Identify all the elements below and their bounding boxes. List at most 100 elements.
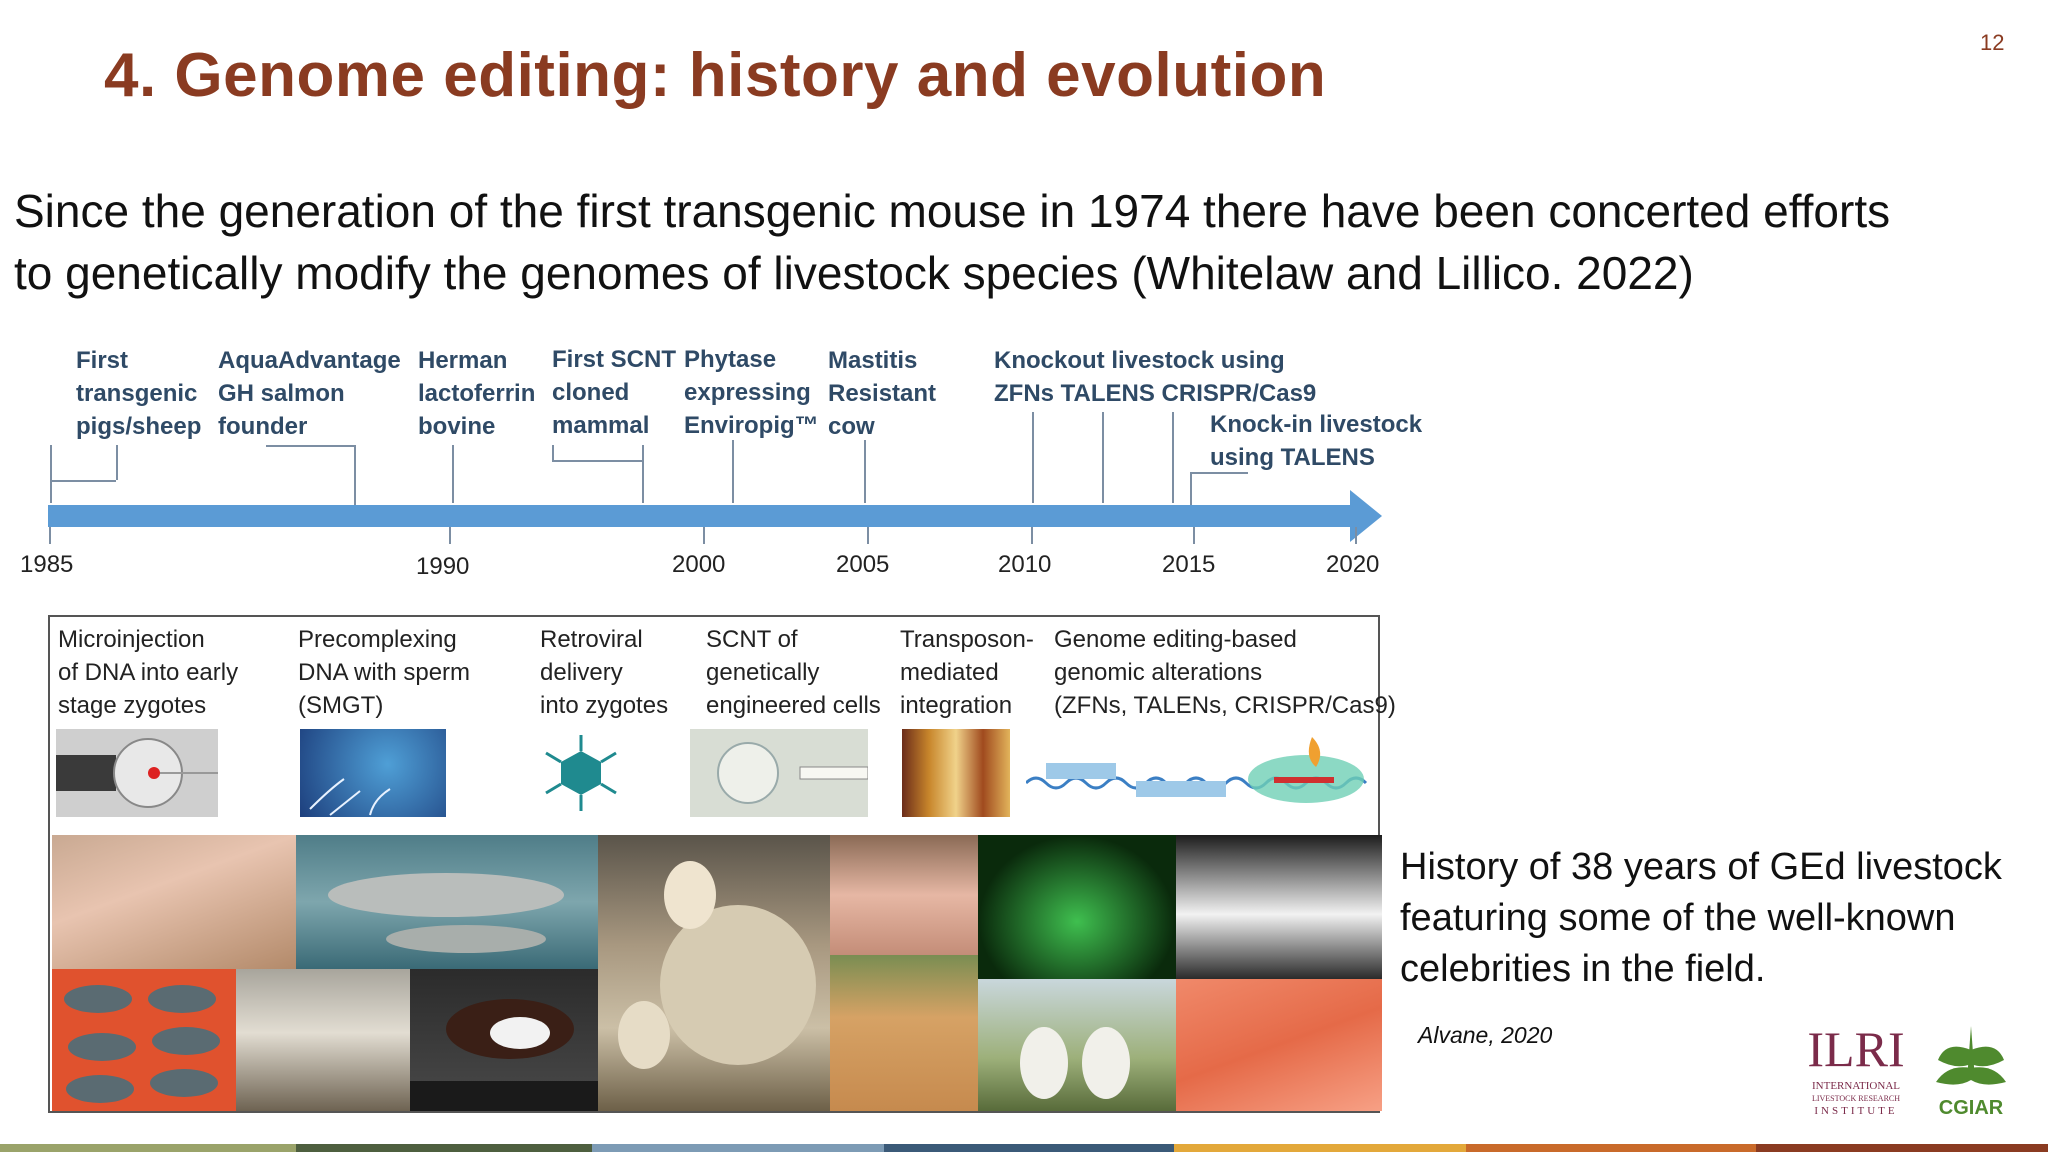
target-site	[1274, 777, 1334, 783]
sperm-image	[300, 729, 446, 817]
event-line: Resistant	[828, 380, 937, 407]
salmon-fillet-photo	[1176, 979, 1382, 1111]
event-line: ZFNs TALENS CRISPR/Cas9	[994, 380, 1317, 407]
fish-group	[64, 985, 220, 1103]
event-line: First SCNT	[552, 346, 677, 373]
leaf	[1936, 1067, 1971, 1085]
method-line: integration	[900, 692, 1013, 719]
pipette	[56, 755, 116, 791]
footer-bar-segment	[0, 1144, 296, 1152]
cgiar-logo: CGIAR	[1936, 1026, 2006, 1119]
timeline-event-7: Knockout livestock using ZFNs TALENS CRI…	[994, 344, 1316, 410]
dna-drawing	[1026, 737, 1368, 803]
method-line: into zygotes	[540, 692, 669, 719]
year-label: 2020	[1326, 551, 1380, 578]
method-line: DNA with sperm	[298, 659, 471, 686]
arrow-shaft	[48, 505, 1358, 527]
leader-line	[1172, 412, 1174, 503]
timeline-event-8: Knock-in livestock using TALENS	[1210, 408, 1422, 474]
intro-line: to genetically modify the genomes of liv…	[14, 247, 1694, 299]
calf-photo	[830, 955, 978, 1111]
footer-bar-segment	[296, 1144, 592, 1152]
micropipette	[799, 766, 868, 780]
leaf	[1971, 1046, 2004, 1067]
year-label: 2005	[836, 551, 890, 578]
capsid	[561, 751, 601, 795]
event-line: mammal	[552, 412, 650, 439]
goats-photo	[236, 969, 410, 1111]
sperm-drawing	[309, 778, 391, 816]
year-label: 2015	[1162, 551, 1216, 578]
method-line: mediated	[900, 659, 999, 686]
ilri-logo-subtext: INSTITUTE	[1814, 1105, 1897, 1117]
fish	[150, 1069, 218, 1097]
sperm-tail	[329, 790, 361, 816]
fish	[148, 985, 216, 1013]
display-floor	[410, 1081, 598, 1111]
leader-line	[266, 445, 356, 505]
year-label: 1990	[416, 553, 470, 580]
event-line: Knock-in livestock	[1210, 411, 1423, 438]
cow-face-photo	[1176, 835, 1382, 979]
method-line: stage zygotes	[58, 692, 207, 719]
method-retroviral: Retroviral delivery into zygotes	[540, 623, 668, 722]
timeline-arrow	[48, 490, 1382, 544]
method-line: Retroviral	[540, 626, 643, 653]
fish	[152, 1027, 220, 1055]
spike	[545, 782, 562, 795]
methods-panel: Microinjection of DNA into early stage z…	[48, 615, 1396, 1113]
guide-rna	[1308, 737, 1321, 767]
cattle-drawing	[1020, 1027, 1130, 1099]
lamb-body	[618, 1001, 670, 1069]
nucleus	[148, 767, 160, 779]
sperm-tail	[369, 788, 391, 816]
spike	[600, 782, 617, 795]
method-line: genomic alterations	[1054, 659, 1263, 686]
salmon-body	[328, 873, 564, 917]
method-line: SCNT of	[706, 626, 798, 653]
bull-drawing	[410, 999, 598, 1111]
event-line: Herman	[418, 347, 508, 374]
method-genome-editing: Genome editing-based genomic alterations…	[1054, 623, 1396, 722]
ilri-logo-subtext: INTERNATIONAL	[1812, 1080, 1900, 1092]
cattle-rear-photo	[978, 979, 1176, 1111]
method-line: (ZFNs, TALENs, CRISPR/Cas9)	[1054, 692, 1396, 719]
glowing-chicks-photo	[978, 835, 1176, 979]
sheep-drawing	[618, 861, 816, 1069]
year-ticks	[49, 527, 1357, 544]
ilri-logo-text: ILRI	[1808, 1021, 1904, 1077]
spike	[545, 751, 562, 764]
scnt-image	[690, 729, 868, 817]
event-line: Phytase	[684, 346, 777, 373]
arrow-head	[1350, 490, 1382, 542]
caption-line: celebrities in the field.	[1400, 948, 1766, 990]
leader-line	[50, 445, 118, 503]
year-label: 2010	[998, 551, 1052, 578]
fish	[68, 1033, 136, 1061]
event-line: Enviropig™	[684, 412, 819, 439]
zfn-protein	[1046, 763, 1116, 779]
event-line: AquaAdvantage	[218, 347, 401, 374]
caption-line: featuring some of the well-known	[1400, 897, 1956, 939]
timeline-event-2: AquaAdvantage GH salmon founder	[218, 344, 401, 443]
timeline-event-6: Mastitis Resistant cow	[828, 344, 936, 443]
microinjection-image	[56, 729, 218, 817]
salmon-photo	[296, 835, 598, 969]
leader-line	[116, 445, 118, 480]
event-line: founder	[218, 413, 308, 440]
cgiar-logo-text: CGIAR	[1939, 1097, 2004, 1119]
figure-caption: History of 38 years of GEd livestock fea…	[1400, 842, 2040, 995]
method-line: Microinjection	[58, 626, 205, 653]
method-line: engineered cells	[706, 692, 881, 719]
footer-bar-segment	[884, 1144, 1174, 1152]
leader-line	[1032, 412, 1034, 503]
timeline-event-4: First SCNT cloned mammal	[552, 343, 676, 442]
salmon-drawing	[328, 873, 564, 953]
timeline-event-5: Phytase expressing Enviropig™	[684, 343, 819, 442]
year-label: 1985	[20, 551, 74, 578]
sheep-head	[664, 861, 716, 929]
method-line: delivery	[540, 659, 623, 686]
microinjection-drawing	[56, 738, 218, 808]
spike	[600, 751, 617, 764]
oocyte	[717, 742, 779, 804]
